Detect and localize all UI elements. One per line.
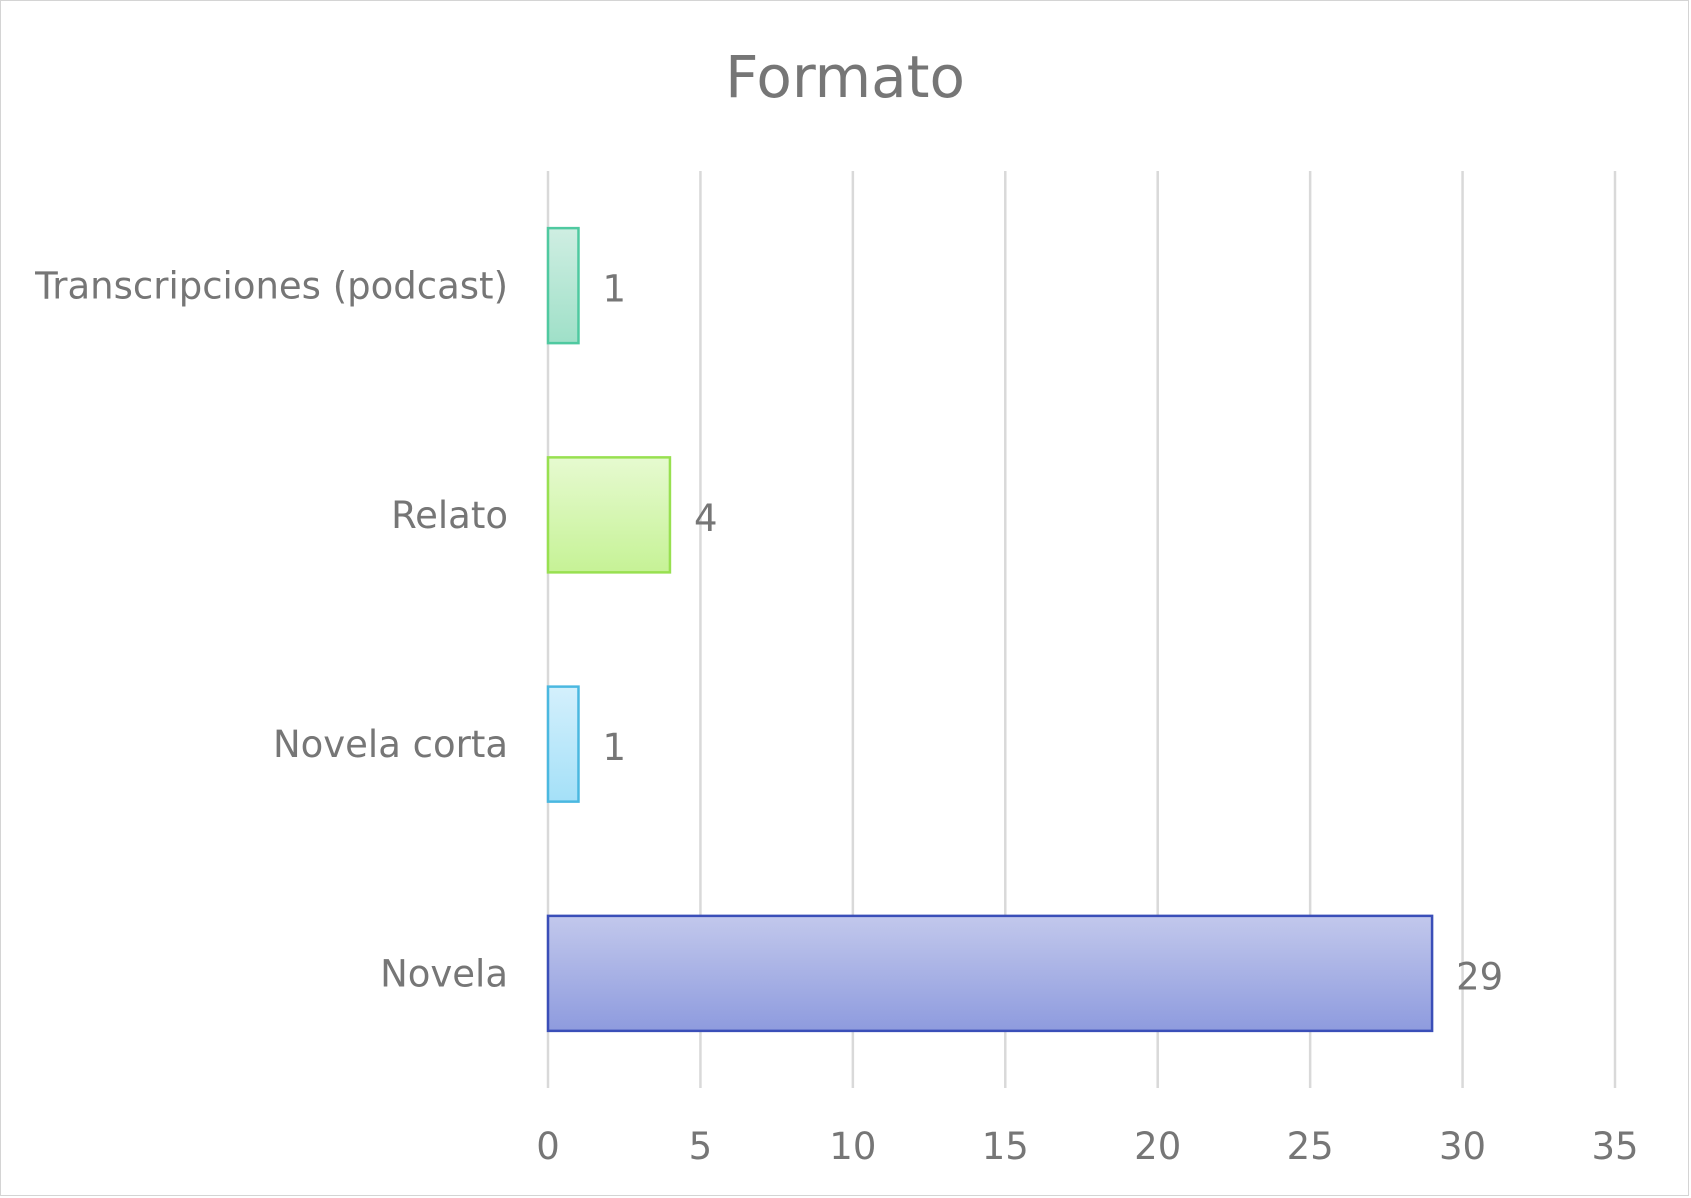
x-tick-label-15: 15 <box>982 1125 1029 1168</box>
data-label: 4 <box>694 497 718 540</box>
gridlines <box>546 171 1617 1088</box>
x-tick-label-25: 25 <box>1287 1125 1334 1168</box>
category-label: Novela corta <box>273 723 508 766</box>
category-label: Transcripciones (podcast) <box>34 265 508 308</box>
x-tick-label-35: 35 <box>1591 1125 1638 1168</box>
data-labels: 1 4 1 29 <box>602 268 1503 999</box>
category-label: Relato <box>391 494 508 537</box>
bar-novela <box>546 914 1434 1033</box>
bars <box>546 226 1434 1033</box>
data-label: 1 <box>602 268 626 311</box>
category-label: Novela <box>380 952 508 995</box>
value-axis-labels: 0 5 10 15 20 25 30 35 <box>536 1125 1638 1168</box>
category-axis-labels: Transcripciones (podcast) Relato Novela co… <box>34 265 508 996</box>
data-label: 1 <box>602 726 626 769</box>
x-tick-label-30: 30 <box>1439 1125 1486 1168</box>
bar-novela-corta <box>546 685 580 803</box>
bar-transcripciones-podcast <box>546 226 580 345</box>
x-tick-label-10: 10 <box>829 1125 876 1168</box>
chart-title: Formato <box>725 43 965 111</box>
x-tick-label-20: 20 <box>1134 1125 1181 1168</box>
bar-relato <box>546 456 672 574</box>
data-label: 29 <box>1456 955 1503 998</box>
x-tick-label-5: 5 <box>689 1125 713 1168</box>
x-tick-label-0: 0 <box>536 1125 560 1168</box>
